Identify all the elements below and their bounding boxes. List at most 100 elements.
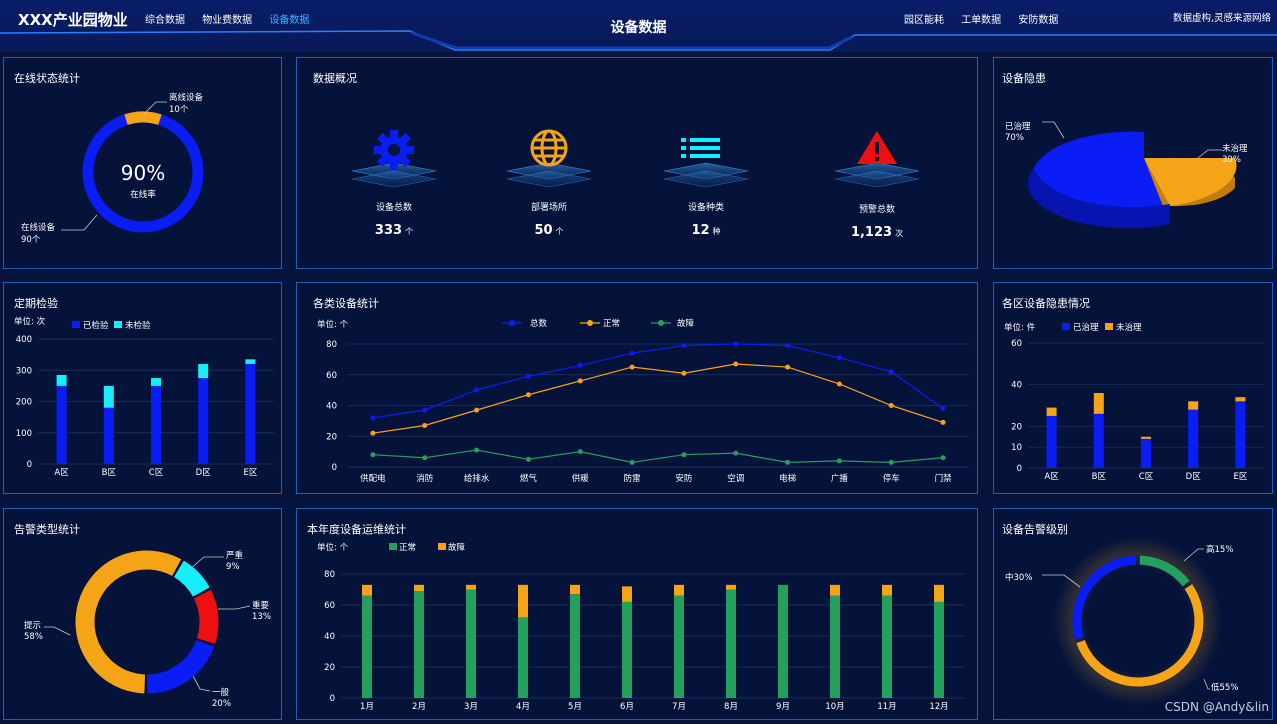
point-故障 (681, 452, 687, 458)
bar-正常 (726, 589, 736, 698)
label-severe-name: 严重 (226, 550, 244, 561)
offline-arc (124, 111, 162, 125)
bar-故障 (466, 584, 476, 590)
point-正常 (888, 403, 894, 408)
overview-value: 50 (534, 223, 553, 238)
point-故障 (836, 458, 842, 464)
y-tick-label: 0 (332, 463, 337, 473)
online-device-label: 在线设备 (21, 222, 56, 233)
x-tick-label: 11月 (877, 702, 896, 712)
x-tick-label: 电梯 (779, 473, 797, 484)
panel-title: 设备隐患 (1002, 72, 1046, 85)
source-note: 数据虚构,灵感来源网络 (1172, 13, 1271, 24)
online-status-panel: 在线状态统计 90% 在线率 离线设备 10个 在线设备 90个 (3, 57, 282, 269)
x-tick-label: C区 (149, 468, 164, 478)
legend-label-normal[interactable]: 正常 (399, 542, 416, 553)
x-tick-label: 5月 (568, 702, 582, 712)
overview-unit: 种 (712, 227, 721, 236)
bar-故障 (518, 584, 528, 618)
bar-故障 (830, 584, 840, 596)
label-hint-name: 提示 (24, 620, 41, 631)
panel-title: 在线状态统计 (14, 72, 80, 85)
bar-已检验 (245, 364, 256, 464)
slice-提示 (75, 550, 182, 694)
legend-swatch-fault (438, 543, 446, 550)
point-故障 (629, 459, 635, 465)
legend-total[interactable]: 总数 (502, 318, 548, 329)
device-stats-line-chart: 单位: 个 总数 正常 故障 0 20 40 60 80 供配电 消防 给排水 燃气 供暖 防雷 安防… (317, 318, 969, 484)
y-tick-label: 100 (16, 429, 32, 439)
unit-label: 单位: 个 (317, 319, 349, 330)
legend-swatch-checked (72, 321, 80, 328)
x-tick-label: D区 (1186, 472, 1202, 482)
y-tick-label: 0 (1017, 464, 1022, 474)
nav-item-property-fee[interactable]: 物业费数据 (202, 15, 253, 26)
panel-title: 设备告警级别 (1002, 523, 1068, 536)
nav-item-work-orders[interactable]: 工单数据 (961, 15, 1002, 26)
point-正常 (836, 381, 842, 387)
y-tick-label: 20 (1011, 422, 1022, 432)
x-tick-label: 1月 (360, 702, 374, 712)
legend-fault[interactable]: 故障 (651, 318, 695, 329)
panel-title: 各区设备隐患情况 (1002, 297, 1090, 310)
label-severe-pct: 9% (226, 562, 240, 572)
legend-label-fault[interactable]: 故障 (448, 542, 466, 553)
online-device-count: 90个 (21, 235, 41, 245)
bar-已治理 (1046, 415, 1057, 468)
panel-title: 告警类型统计 (14, 523, 80, 536)
y-tick-label: 20 (326, 432, 337, 442)
slice-严重 (173, 560, 210, 597)
treated-pct: 70% (1005, 133, 1024, 143)
y-tick-label: 60 (1011, 339, 1022, 349)
bar-已检验 (103, 407, 114, 464)
x-tick-label: A区 (54, 468, 69, 478)
nav-item-energy[interactable]: 园区能耗 (904, 15, 944, 26)
label-hint-pct: 58% (24, 632, 43, 642)
panel-title: 本年度设备运维统计 (307, 523, 406, 536)
nav-item-device-data[interactable]: 设备数据 (269, 15, 310, 26)
legend-label-unchecked[interactable]: 未检验 (125, 320, 151, 331)
legend-label-checked[interactable]: 已检验 (83, 320, 109, 331)
nav-item-overview[interactable]: 综合数据 (145, 15, 185, 26)
overview-value: 12 (691, 223, 710, 238)
device-stats-panel: 各类设备统计 单位: 个 总数 正常 故障 0 20 40 60 80 供配电 消防 给排水 燃… (296, 282, 978, 494)
x-tick-label: 供暖 (572, 473, 590, 484)
legend-swatch-untreated (1105, 323, 1113, 330)
x-tick-label: 防雷 (624, 473, 641, 484)
bar-已治理 (1188, 409, 1199, 468)
online-rate-label: 在线率 (130, 189, 156, 200)
x-tick-label: 广播 (831, 473, 849, 484)
bar-正常 (362, 595, 372, 698)
overview-label: 设备种类 (687, 203, 724, 213)
nav-left: 综合数据 物业费数据 设备数据 (145, 11, 323, 26)
x-tick-label: 门禁 (935, 473, 953, 484)
gear-icon (374, 130, 414, 170)
point-正常 (525, 392, 531, 398)
legend-swatch-unchecked (114, 321, 122, 328)
legend-label-untreated[interactable]: 未治理 (1116, 322, 1142, 333)
point-总数 (785, 343, 791, 349)
x-tick-label: E区 (243, 468, 257, 478)
nav-item-security[interactable]: 安防数据 (1018, 15, 1059, 26)
slice-重要 (193, 589, 219, 644)
bar-已检验 (151, 385, 161, 464)
bar-故障 (362, 584, 372, 596)
x-tick-label: E区 (1233, 472, 1247, 482)
y-tick-label: 0 (27, 460, 32, 470)
point-正常 (733, 361, 739, 367)
bar-已治理 (1141, 438, 1151, 468)
overview-label: 部署场所 (530, 203, 567, 213)
unit-label: 单位: 件 (1004, 322, 1036, 333)
legend-label-treated[interactable]: 已治理 (1073, 322, 1099, 333)
point-正常 (370, 430, 376, 436)
overview-item-total-devices: 设备总数 333 个 (339, 200, 449, 238)
x-tick-label: 10月 (825, 702, 844, 712)
x-tick-label: 9月 (776, 702, 790, 712)
watermark: CSDN @Andy&lin (1164, 700, 1269, 714)
x-tick-label: 消防 (416, 473, 434, 484)
overview-unit: 次 (895, 229, 904, 238)
label-mid: 中30% (1005, 572, 1032, 583)
panel-title: 定期检验 (14, 297, 58, 310)
point-总数 (733, 341, 739, 347)
legend-normal[interactable]: 正常 (580, 318, 620, 329)
